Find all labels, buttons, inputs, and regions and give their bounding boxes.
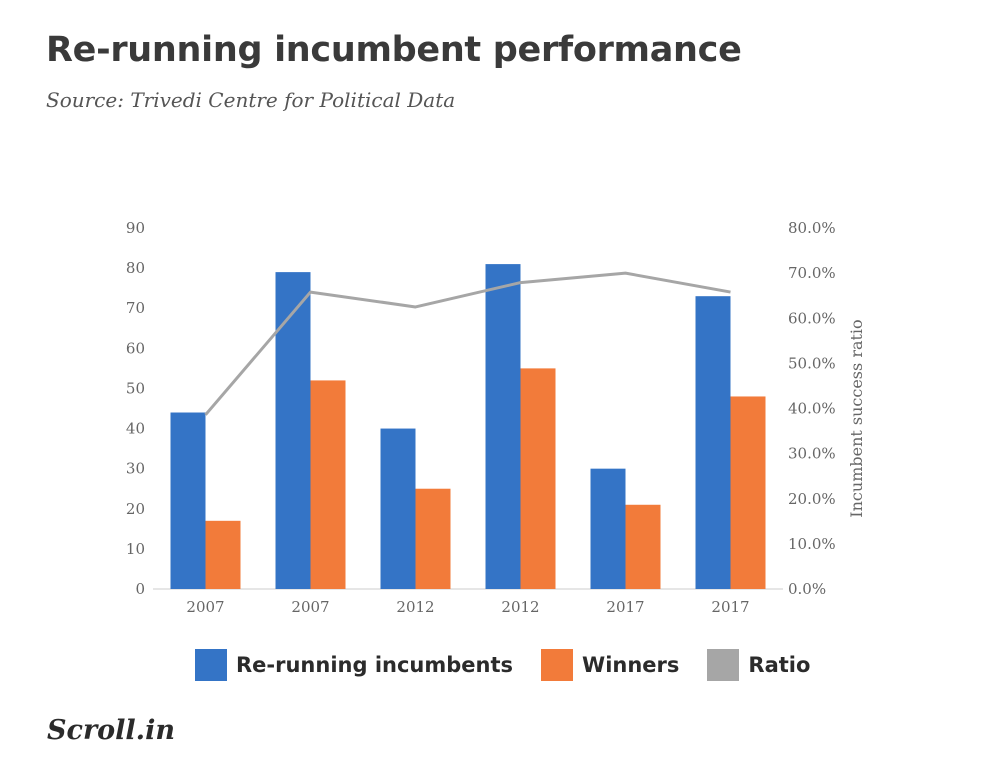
right-axis-ticks: 0.0% 10.0% 20.0% 30.0% 40.0% 50.0% 60.0% 70.0% 8… bbox=[788, 219, 836, 598]
left-tick-label: 30 bbox=[126, 460, 145, 478]
bar-incumbents bbox=[380, 428, 416, 589]
legend-item-ratio: Ratio bbox=[707, 649, 810, 681]
left-tick-label: 20 bbox=[126, 500, 145, 518]
right-tick-label: 40.0% bbox=[788, 400, 836, 418]
left-tick-label: 70 bbox=[126, 299, 145, 317]
x-tick-label: 2017 bbox=[606, 598, 644, 616]
bar-winners bbox=[625, 504, 661, 589]
left-tick-label: 90 bbox=[126, 219, 145, 237]
chart-plot: 0 10 20 30 40 50 60 70 80 90 0.0% 10.0% 20.0% 30.0% 4… bbox=[126, 219, 866, 616]
right-tick-label: 50.0% bbox=[788, 354, 836, 372]
legend-item-incumbents: Re-running incumbents bbox=[195, 649, 513, 681]
bar-incumbents bbox=[170, 412, 206, 589]
right-tick-label: 60.0% bbox=[788, 309, 836, 327]
bar-winners bbox=[310, 380, 346, 589]
bar-winners bbox=[205, 520, 241, 589]
bar-incumbents bbox=[695, 296, 731, 589]
ratio-line-group bbox=[204, 271, 731, 416]
legend-item-winners: Winners bbox=[541, 649, 679, 681]
bar-winners bbox=[520, 368, 556, 589]
right-axis-title: Incumbent success ratio bbox=[847, 319, 866, 517]
bar-incumbents bbox=[590, 468, 626, 589]
x-tick-label: 2007 bbox=[291, 598, 329, 616]
left-tick-label: 50 bbox=[126, 379, 145, 397]
legend-label-incumbents: Re-running incumbents bbox=[236, 653, 514, 677]
legend-swatch-ratio bbox=[707, 649, 740, 681]
legend-label-ratio: Ratio bbox=[748, 653, 811, 677]
left-tick-label: 40 bbox=[126, 420, 145, 438]
chart-title: Re-running incumbent performance bbox=[46, 30, 742, 70]
x-tick-label: 2012 bbox=[396, 598, 434, 616]
legend-swatch-winners bbox=[541, 649, 574, 681]
x-tick-label: 2017 bbox=[711, 598, 749, 616]
bar-winners bbox=[730, 396, 766, 589]
x-tick-label: 2007 bbox=[186, 598, 224, 616]
left-tick-label: 10 bbox=[126, 540, 145, 558]
left-tick-label: 0 bbox=[135, 580, 145, 598]
legend: Re-running incumbents Winners Ratio bbox=[195, 649, 838, 681]
ratio-line bbox=[204, 271, 731, 416]
bar-incumbents bbox=[485, 264, 521, 589]
right-tick-label: 20.0% bbox=[788, 490, 836, 508]
bar-winners bbox=[415, 488, 451, 589]
right-tick-label: 70.0% bbox=[788, 264, 836, 282]
legend-label-winners: Winners bbox=[582, 653, 680, 677]
legend-swatch-incumbents bbox=[195, 649, 227, 681]
x-tick-label: 2012 bbox=[501, 598, 539, 616]
right-tick-label: 0.0% bbox=[788, 580, 826, 598]
chart-source: Source: Trivedi Centre for Political Dat… bbox=[46, 88, 456, 112]
left-tick-label: 60 bbox=[126, 339, 145, 357]
left-axis-ticks: 0 10 20 30 40 50 60 70 80 90 bbox=[126, 219, 145, 598]
scroll-logo: Scroll.in bbox=[47, 715, 175, 746]
x-axis-ticks: 2007 2007 2012 2012 2017 2017 bbox=[186, 598, 749, 616]
right-tick-label: 80.0% bbox=[788, 219, 836, 237]
right-tick-label: 30.0% bbox=[788, 445, 836, 463]
bars-group bbox=[170, 264, 766, 589]
right-tick-label: 10.0% bbox=[788, 535, 836, 553]
left-tick-label: 80 bbox=[126, 259, 145, 277]
bar-incumbents bbox=[275, 272, 311, 589]
